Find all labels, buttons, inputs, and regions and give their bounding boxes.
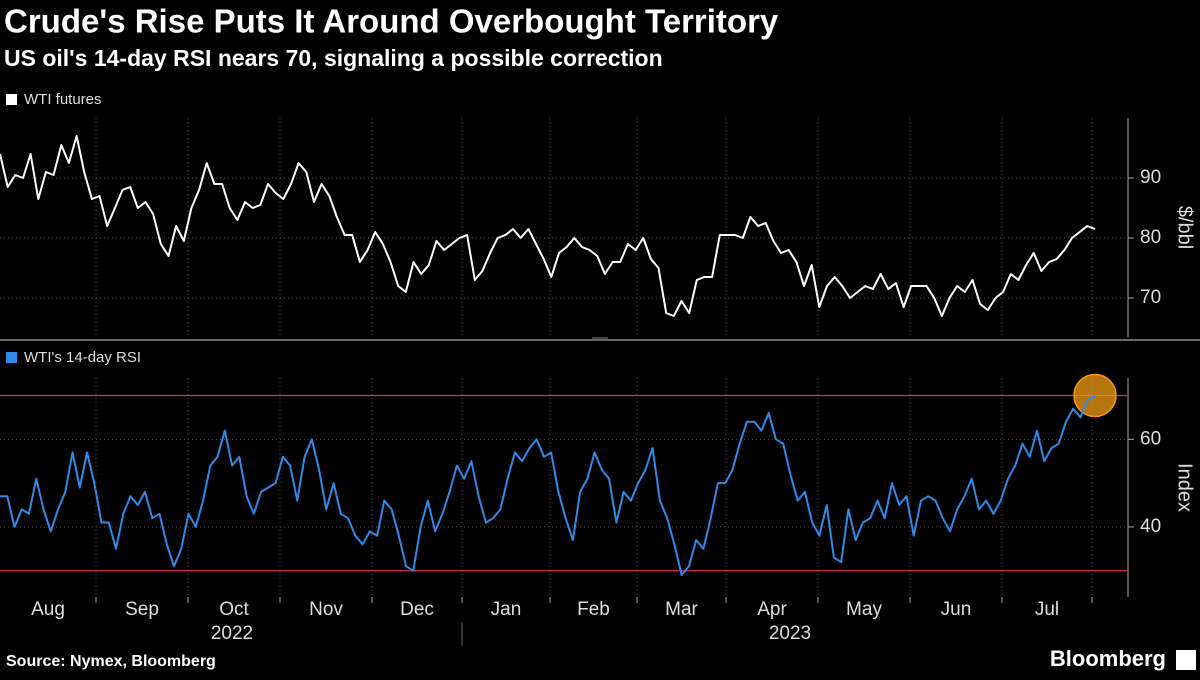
x-year-label: 2023 bbox=[769, 623, 811, 644]
x-tick-label: May bbox=[846, 599, 882, 620]
x-tick-label: Jan bbox=[491, 599, 522, 620]
y-tick-label: 40 bbox=[1140, 516, 1161, 537]
brand-icon bbox=[1176, 650, 1196, 670]
y-tick-label: 90 bbox=[1140, 167, 1161, 188]
data-line bbox=[0, 394, 1096, 577]
legend-label: WTI futures bbox=[24, 91, 102, 108]
x-tick-label: Feb bbox=[577, 599, 610, 620]
x-tick-label: Nov bbox=[309, 599, 343, 620]
x-tick-label: Sep bbox=[125, 599, 159, 620]
y-axis-label: Index bbox=[1174, 463, 1196, 512]
y-tick-label: 70 bbox=[1140, 287, 1161, 308]
y-tick-label: 60 bbox=[1140, 428, 1161, 449]
x-tick-label: Jun bbox=[941, 599, 972, 620]
x-tick-label: Apr bbox=[757, 599, 787, 620]
y-axis-label: $/bbl bbox=[1174, 206, 1196, 249]
x-tick-label: Oct bbox=[219, 599, 249, 620]
legend-label: WTI's 14-day RSI bbox=[24, 349, 141, 366]
chart-subtitle: US oil's 14-day RSI nears 70, signaling … bbox=[4, 45, 663, 71]
data-line bbox=[0, 135, 1096, 317]
chart-title: Crude's Rise Puts It Around Overbought T… bbox=[4, 3, 779, 40]
legend-swatch bbox=[6, 352, 17, 363]
brand: Bloomberg bbox=[1050, 646, 1166, 671]
x-year-label: 2022 bbox=[211, 623, 253, 644]
x-tick-label: Aug bbox=[31, 599, 65, 620]
x-tick-label: Mar bbox=[665, 599, 698, 620]
y-tick-label: 80 bbox=[1140, 227, 1161, 248]
legend-swatch bbox=[6, 94, 17, 105]
x-tick-label: Dec bbox=[400, 599, 434, 620]
x-tick-label: Jul bbox=[1035, 599, 1059, 620]
source-note: Source: Nymex, Bloomberg bbox=[6, 653, 216, 670]
